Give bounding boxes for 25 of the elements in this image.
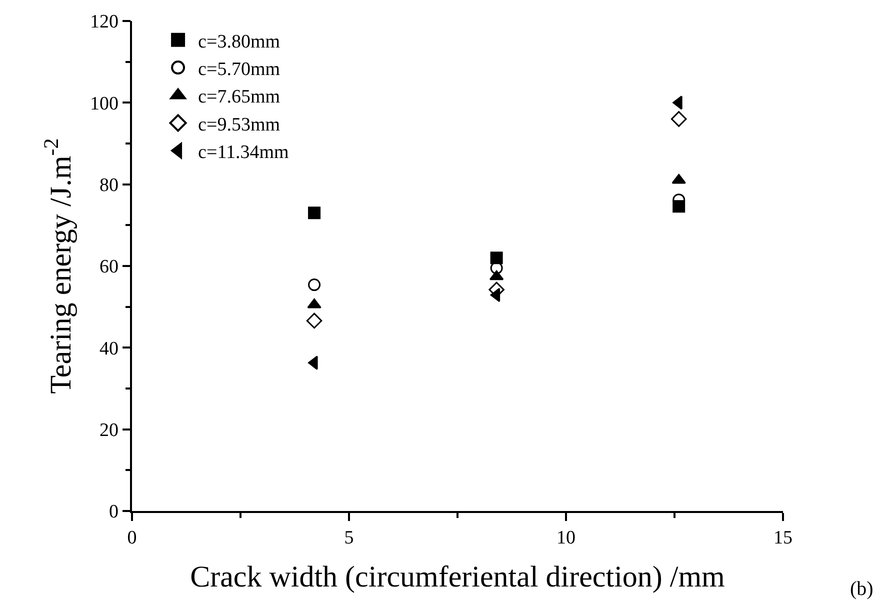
x-tick-label: 0 bbox=[127, 528, 137, 549]
legend-label: c=5.70mm bbox=[198, 58, 280, 80]
point bbox=[306, 312, 322, 329]
y-tick-label: 80 bbox=[99, 174, 118, 196]
point bbox=[490, 288, 500, 302]
y-tick-label: 20 bbox=[99, 420, 118, 441]
y-tick-label: 0 bbox=[108, 502, 118, 523]
legend-label: c=9.53mm bbox=[198, 114, 280, 136]
point bbox=[490, 252, 503, 264]
x-tick-label: 10 bbox=[556, 528, 576, 549]
point bbox=[308, 278, 321, 292]
text: (b) bbox=[850, 578, 874, 600]
point bbox=[308, 206, 321, 220]
point bbox=[489, 270, 504, 280]
y-tick-label: 60 bbox=[99, 256, 118, 278]
y-tick-label: 40 bbox=[99, 338, 118, 360]
y-tick-label: 100 bbox=[90, 93, 118, 114]
y-tick-label: 120 bbox=[90, 12, 118, 33]
x-tick-label: 5 bbox=[344, 528, 354, 549]
legend-label: c=7.65mm bbox=[198, 86, 280, 108]
x-tick-label: 15 bbox=[774, 528, 792, 549]
legend-label: c=11.34mm bbox=[198, 142, 290, 164]
x-axis-title: Crack width (circumferiental direction) /mm bbox=[190, 560, 725, 594]
point bbox=[670, 111, 687, 127]
legend-label: c=3.80mm bbox=[198, 31, 280, 52]
